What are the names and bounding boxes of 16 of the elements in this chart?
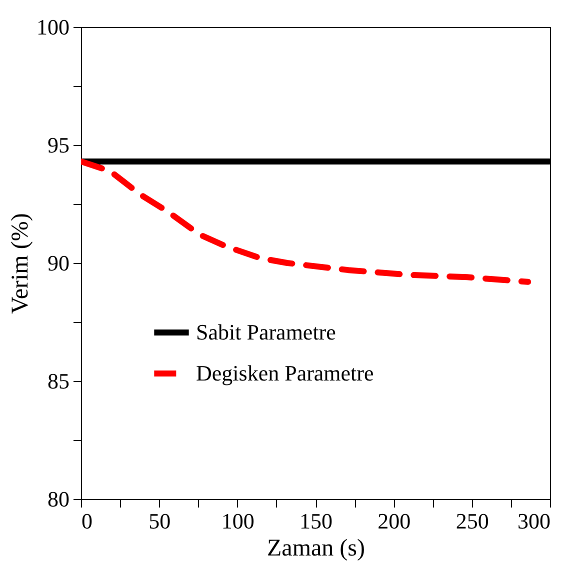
x-tick-label: 250 <box>456 508 489 534</box>
x-tick-label: 150 <box>300 508 332 534</box>
y-tick-label: 100 <box>36 14 70 40</box>
y-tick-label: 95 <box>48 132 70 158</box>
y-tick-label: 80 <box>48 486 70 512</box>
x-tick-label: 300 <box>518 508 550 534</box>
x-tick-label: 50 <box>148 508 171 534</box>
legend-label: Degisken Parametre <box>196 360 374 386</box>
x-axis-title: Zaman (s) <box>267 536 365 562</box>
x-tick-label: 200 <box>378 508 411 534</box>
y-tick-label: 90 <box>48 250 70 276</box>
x-tick-label: 100 <box>221 508 254 534</box>
legend-label: Sabit Parametre <box>196 320 336 344</box>
x-tick-label: 0 <box>82 508 92 534</box>
y-axis-title: Verim (%) <box>8 213 34 314</box>
y-tick-label: 85 <box>48 368 70 394</box>
